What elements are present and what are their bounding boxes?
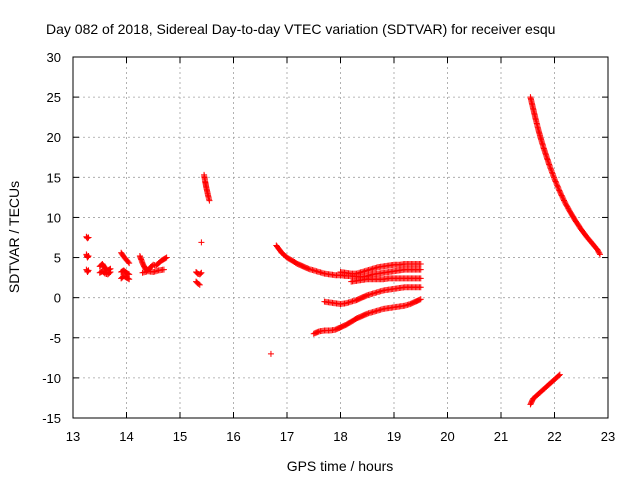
data-point (267, 350, 274, 357)
data-point (551, 175, 558, 182)
data-point (552, 178, 559, 185)
data-point (555, 184, 562, 191)
data-point (417, 275, 424, 282)
data-point (160, 266, 167, 273)
x-tick-label: 20 (440, 429, 454, 444)
x-tick-label: 17 (280, 429, 294, 444)
y-tick-label: -5 (49, 331, 61, 346)
data-point (163, 254, 170, 261)
axis-ticks: 13 14 15 16 17 18 19 20 21 22 23 -15 -10 -5 0 5 10 15 20 25… (42, 50, 615, 444)
data-point (553, 179, 560, 186)
data-point (162, 255, 169, 262)
data-point (107, 268, 114, 275)
x-tick-label: 22 (547, 429, 561, 444)
data-point (555, 186, 562, 193)
y-tick-label: 10 (47, 210, 61, 225)
x-tick-label: 18 (333, 429, 347, 444)
chart-title: Day 082 of 2018, Sidereal Day-to-day VTE… (46, 21, 555, 37)
grid-lines (73, 57, 608, 418)
data-point (85, 267, 92, 274)
x-tick-label: 16 (226, 429, 240, 444)
data-point (555, 372, 562, 379)
y-tick-label: 20 (47, 130, 61, 145)
data-point (196, 281, 203, 288)
data-point (556, 187, 563, 194)
x-tick-label: 15 (173, 429, 187, 444)
data-point (85, 234, 92, 241)
data-point (198, 239, 205, 246)
data-point (417, 266, 424, 273)
data-point (84, 253, 91, 260)
data-points (83, 94, 603, 408)
data-point (85, 252, 92, 259)
x-tick-label: 23 (601, 429, 615, 444)
data-point (417, 284, 424, 291)
y-tick-label: -15 (42, 411, 61, 426)
data-point (84, 268, 91, 275)
data-point (126, 276, 133, 283)
data-point (417, 296, 424, 303)
data-point (554, 182, 561, 189)
data-point (198, 269, 205, 276)
data-point (552, 177, 559, 184)
y-tick-label: 15 (47, 170, 61, 185)
data-point (206, 197, 213, 204)
x-tick-label: 19 (387, 429, 401, 444)
data-point (556, 371, 563, 378)
data-point (596, 250, 603, 257)
x-tick-label: 21 (494, 429, 508, 444)
y-tick-label: 30 (47, 50, 61, 65)
data-point (195, 281, 202, 288)
y-tick-label: 25 (47, 90, 61, 105)
y-tick-label: -10 (42, 371, 61, 386)
x-tick-label: 13 (66, 429, 80, 444)
x-tick-label: 14 (119, 429, 133, 444)
y-axis-label: SDTVAR / TECUs (6, 181, 22, 293)
data-point (125, 259, 132, 266)
y-tick-label: 0 (54, 291, 61, 306)
y-tick-label: 5 (54, 251, 61, 266)
data-point (106, 269, 113, 276)
data-point (554, 183, 561, 190)
data-point (417, 260, 424, 267)
data-point (84, 235, 91, 242)
data-point (197, 270, 204, 277)
data-point (553, 181, 560, 188)
x-axis-label: GPS time / hours (287, 458, 394, 474)
data-point (125, 275, 132, 282)
data-point (596, 251, 603, 258)
data-point (126, 260, 133, 267)
